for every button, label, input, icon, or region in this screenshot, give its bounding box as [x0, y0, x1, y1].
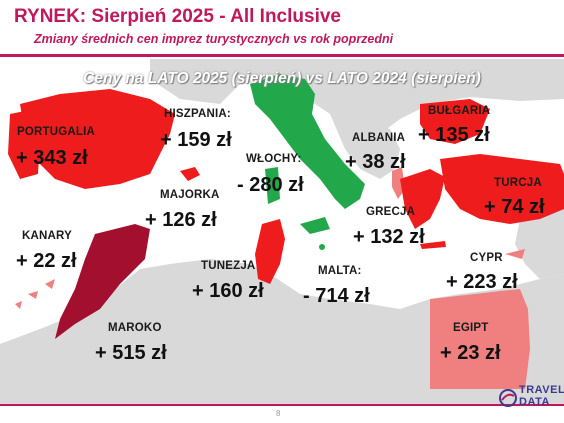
value-maroko: + 515 zł	[95, 342, 167, 364]
label-hiszpania: HISZPANIA:	[164, 108, 231, 120]
slide-subtitle: Zmiany średnich cen imprez turystycznych…	[34, 32, 394, 46]
island-canary-1	[28, 291, 38, 299]
island-canary-2	[45, 279, 55, 289]
island-canary-3	[15, 301, 22, 309]
country-turkey	[440, 154, 564, 224]
page-number: 8	[276, 409, 281, 418]
island-sardinia	[265, 167, 280, 204]
value-bulgaria: + 135 zł	[418, 124, 490, 146]
value-wlochy: - 280 zł	[237, 174, 304, 196]
country-italy	[250, 74, 365, 209]
value-portugalia: + 343 zł	[16, 147, 88, 169]
land-africa	[0, 259, 564, 404]
country-egypt	[430, 289, 530, 389]
label-majorka: MAJORKA	[160, 189, 220, 201]
label-grecja: GRECJA	[366, 206, 416, 218]
label-cypr: CYPR	[470, 252, 503, 264]
value-egipt: + 23 zł	[440, 342, 501, 364]
island-cyprus	[505, 249, 525, 259]
country-albania	[392, 167, 405, 199]
land-middle-east	[515, 209, 564, 279]
country-bulgaria	[420, 99, 490, 144]
value-albania: + 38 zł	[345, 151, 406, 173]
map-heading: Ceny na LATO 2025 (sierpień) vs LATO 202…	[83, 70, 481, 87]
label-portugalia: PORTUGALIA	[17, 126, 96, 138]
country-tunisia	[255, 219, 285, 284]
value-tunezja: + 160 zł	[192, 280, 264, 302]
travel-data-logo-icon	[499, 389, 517, 407]
value-grecja: + 132 zł	[353, 226, 425, 248]
value-cypr: + 223 zł	[446, 271, 518, 293]
land-europe-north	[150, 59, 564, 134]
value-hiszpania: + 159 zł	[160, 129, 232, 151]
logo-text-data: DATA	[519, 396, 550, 408]
slide-title: RYNEK: Sierpień 2025 - All Inclusive	[14, 6, 341, 27]
country-portugal	[8, 109, 40, 179]
label-wlochy: WŁOCHY:	[246, 153, 302, 165]
label-malta: MALTA:	[318, 265, 362, 277]
island-malta	[319, 244, 325, 250]
label-kanary: KANARY	[22, 230, 72, 242]
value-malta: - 714 zł	[303, 285, 370, 307]
country-spain	[20, 89, 175, 189]
land-balkans	[330, 114, 400, 179]
label-egipt: EGIPT	[453, 322, 489, 334]
country-morocco	[55, 224, 150, 339]
header-divider	[0, 54, 564, 57]
label-tunezja: TUNEZJA	[201, 260, 256, 272]
value-kanary: + 22 zł	[16, 250, 77, 272]
island-sicily	[300, 217, 330, 234]
logo-text-travel: TRAVEL	[519, 384, 564, 396]
footer-divider	[0, 404, 564, 406]
label-turcja: TURCJA	[494, 177, 542, 189]
label-maroko: MAROKO	[108, 322, 162, 334]
country-greece	[400, 169, 445, 229]
header: RYNEK: Sierpień 2025 - All Inclusive Zmi…	[0, 0, 564, 58]
label-albania: ALBANIA	[352, 132, 406, 144]
island-majorca	[180, 167, 200, 181]
mediterranean-map	[0, 59, 564, 404]
island-crete	[420, 241, 446, 249]
label-bulgaria: BUŁGARIA	[428, 105, 491, 117]
value-majorka: + 126 zł	[145, 209, 217, 231]
value-turcja: + 74 zł	[484, 196, 545, 218]
